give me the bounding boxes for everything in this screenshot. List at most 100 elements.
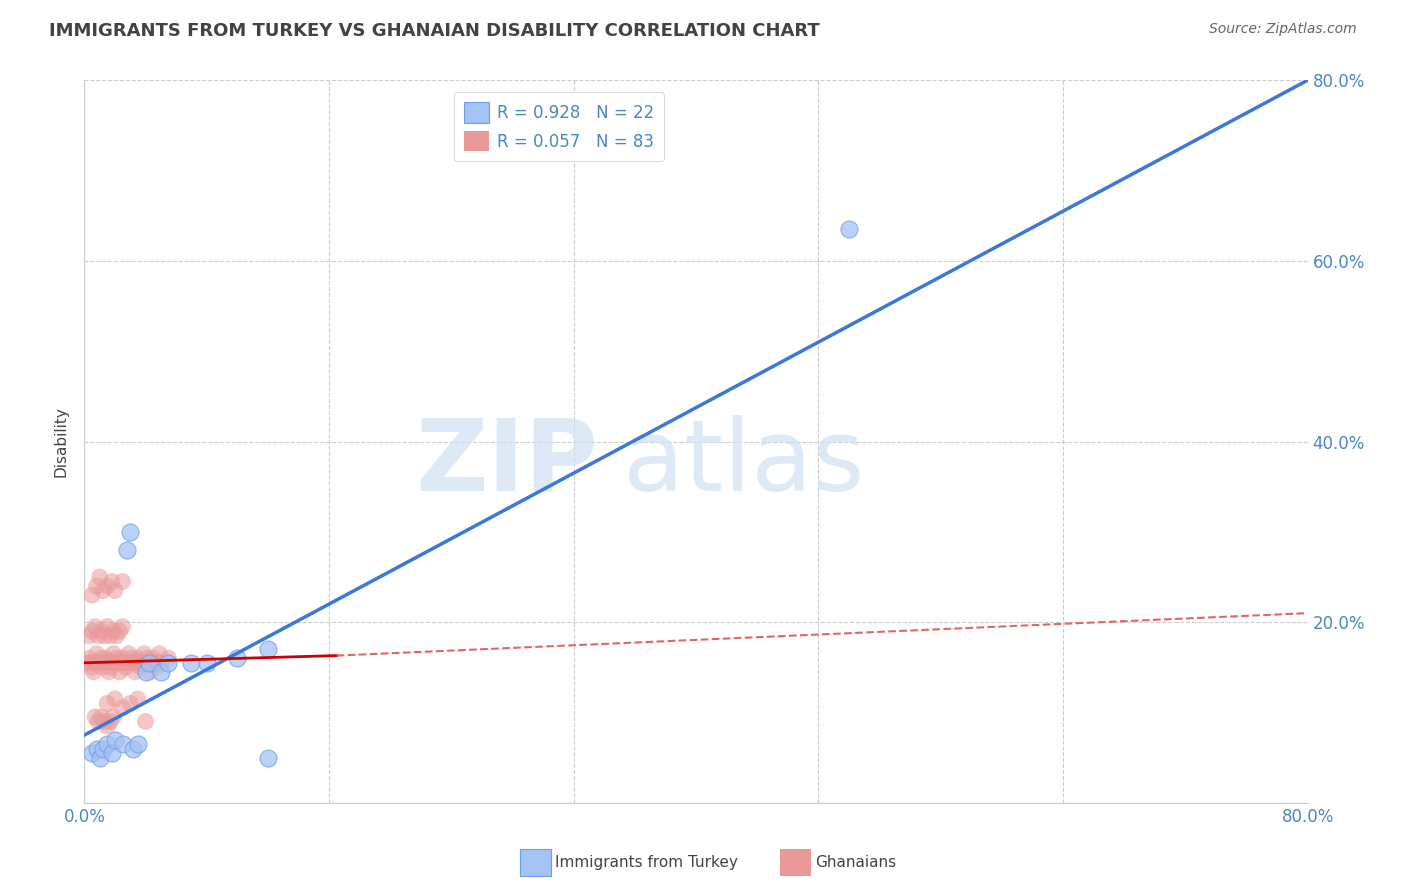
Point (110, 656, 132, 670)
Point (93, 714, 115, 729)
Point (143, 656, 166, 670)
Point (149, 665, 172, 679)
Text: Ghanaians: Ghanaians (815, 855, 897, 870)
Point (98, 714, 121, 729)
Point (111, 737, 134, 751)
Point (103, 624, 125, 639)
Point (127, 692, 149, 706)
Point (122, 741, 145, 756)
Point (145, 660, 167, 674)
Point (128, 656, 150, 670)
Point (157, 656, 180, 670)
Point (87, 629, 110, 643)
Point (195, 656, 218, 670)
Point (89, 750, 111, 764)
Point (84, 710, 107, 724)
Point (838, 222, 860, 236)
Point (125, 656, 148, 670)
Point (77, 651, 100, 665)
Point (98, 660, 121, 674)
Point (86, 647, 108, 661)
Point (96, 656, 118, 670)
Point (115, 656, 138, 670)
Point (138, 656, 160, 670)
Point (257, 642, 280, 657)
Point (180, 656, 202, 670)
Point (84, 656, 107, 670)
Point (111, 701, 134, 715)
Point (107, 656, 129, 670)
Legend: R = 0.928   N = 22, R = 0.057   N = 83: R = 0.928 N = 22, R = 0.057 N = 83 (454, 92, 664, 161)
Point (80, 624, 103, 639)
Point (105, 629, 128, 643)
Point (257, 750, 280, 764)
Point (80, 660, 103, 674)
Point (97, 665, 120, 679)
Point (111, 651, 134, 665)
Point (104, 583, 127, 598)
Y-axis label: Disability: Disability (53, 406, 69, 477)
Point (84, 620, 107, 634)
Point (101, 656, 124, 670)
Point (135, 665, 157, 679)
Point (96, 719, 118, 733)
Point (136, 651, 159, 665)
Point (132, 647, 155, 661)
Point (120, 656, 142, 670)
Point (141, 656, 163, 670)
Point (139, 665, 162, 679)
Point (115, 542, 138, 557)
Point (96, 737, 118, 751)
Point (120, 524, 142, 539)
Point (96, 620, 118, 634)
Point (127, 737, 149, 751)
Point (96, 579, 118, 593)
Point (148, 647, 170, 661)
Point (104, 732, 127, 747)
Point (80, 588, 103, 602)
Point (112, 656, 135, 670)
Point (111, 620, 134, 634)
Point (90, 710, 112, 724)
Point (93, 629, 115, 643)
Point (87, 656, 110, 670)
Point (121, 651, 143, 665)
Point (108, 624, 131, 639)
Point (103, 710, 125, 724)
Point (157, 651, 180, 665)
Point (91, 660, 114, 674)
Point (96, 697, 118, 711)
Point (108, 665, 131, 679)
Point (118, 647, 141, 661)
Text: IMMIGRANTS FROM TURKEY VS GHANAIAN DISABILITY CORRELATION CHART: IMMIGRANTS FROM TURKEY VS GHANAIAN DISAB… (49, 22, 820, 40)
Point (127, 651, 149, 665)
Point (226, 651, 249, 665)
Point (91, 741, 114, 756)
Point (103, 647, 125, 661)
Text: Immigrants from Turkey: Immigrants from Turkey (555, 855, 738, 870)
Point (91, 583, 114, 598)
Point (87, 714, 110, 729)
Point (93, 656, 115, 670)
Point (135, 656, 157, 670)
Point (114, 660, 136, 674)
Point (135, 714, 157, 729)
Point (138, 656, 160, 670)
Point (111, 574, 134, 589)
Point (80, 746, 103, 760)
Point (77, 629, 100, 643)
Point (89, 570, 111, 584)
Point (90, 624, 112, 639)
Point (90, 651, 112, 665)
Point (101, 574, 124, 589)
Text: Source: ZipAtlas.com: Source: ZipAtlas.com (1209, 22, 1357, 37)
Point (79, 656, 101, 670)
Point (129, 660, 152, 674)
Text: atlas: atlas (623, 415, 865, 512)
Point (131, 656, 153, 670)
Point (101, 746, 124, 760)
Point (89, 656, 111, 670)
Point (104, 656, 127, 670)
Point (122, 656, 145, 670)
Text: ZIP: ZIP (415, 415, 598, 512)
